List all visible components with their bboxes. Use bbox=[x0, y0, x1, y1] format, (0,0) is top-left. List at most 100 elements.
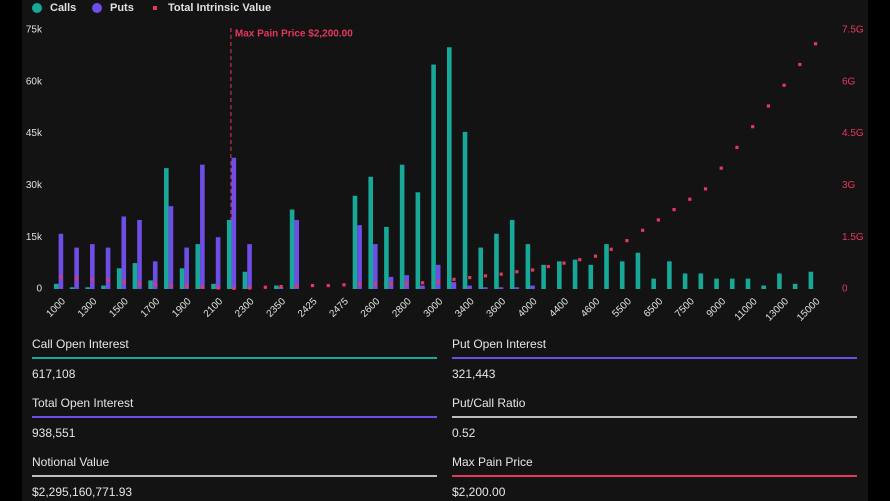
bar bbox=[509, 219, 515, 289]
x-tick-label: 4000 bbox=[516, 296, 540, 320]
y-tick-label: 0 bbox=[36, 284, 42, 295]
legend-label: Puts bbox=[110, 2, 134, 14]
bar bbox=[415, 192, 421, 289]
bar bbox=[58, 233, 64, 289]
stat-label: Total Open Interest bbox=[32, 396, 134, 410]
bar bbox=[231, 157, 237, 289]
x-tick-label: 3000 bbox=[422, 296, 446, 320]
x-tick-label: 11000 bbox=[733, 296, 760, 323]
intrinsic-dot bbox=[279, 284, 283, 289]
bar bbox=[399, 164, 405, 289]
intrinsic-dot bbox=[200, 285, 205, 289]
y-tick-label: 30k bbox=[26, 180, 43, 191]
legend-swatch bbox=[153, 6, 157, 10]
intrinsic-dot bbox=[106, 278, 110, 282]
bar bbox=[435, 264, 441, 289]
bar bbox=[483, 287, 488, 289]
intrinsic-dot bbox=[499, 272, 503, 276]
intrinsic-dot bbox=[342, 283, 346, 287]
intrinsic-dot bbox=[436, 280, 440, 284]
bar bbox=[604, 244, 609, 289]
bar bbox=[116, 268, 122, 289]
bar bbox=[698, 273, 704, 289]
bar bbox=[90, 244, 95, 289]
stat-label: Max Pain Price bbox=[452, 455, 533, 469]
y-tick-label: 15k bbox=[26, 232, 43, 243]
x-tick-label: 4600 bbox=[579, 296, 603, 320]
intrinsic-dot bbox=[169, 283, 173, 288]
stat-value: $2,295,160,771.93 bbox=[32, 485, 133, 499]
x-tick-label: 4400 bbox=[548, 296, 572, 320]
intrinsic-dot bbox=[185, 284, 189, 288]
bar bbox=[572, 259, 578, 289]
bar bbox=[168, 206, 174, 289]
intrinsic-dot bbox=[782, 83, 786, 87]
x-tick-label: 1300 bbox=[76, 296, 100, 320]
y2-tick-label: 4.5G bbox=[842, 128, 864, 139]
bar bbox=[184, 247, 189, 289]
stat: Put/Call Ratio 0.52 bbox=[452, 397, 857, 439]
y-tick-label: 75k bbox=[26, 25, 43, 36]
bar bbox=[714, 278, 719, 289]
stat-underline bbox=[32, 416, 437, 418]
bar bbox=[121, 216, 127, 289]
stat: Put Open Interest 321,443 bbox=[452, 338, 857, 380]
bar bbox=[200, 164, 205, 289]
intrinsic-dot bbox=[593, 254, 598, 258]
x-tick-label: 1700 bbox=[139, 296, 163, 320]
bar bbox=[729, 278, 735, 289]
bar bbox=[289, 209, 295, 289]
x-tick-label: 2300 bbox=[233, 296, 257, 320]
x-tick-label: 3400 bbox=[453, 296, 477, 320]
y2-tick-label: 3G bbox=[842, 180, 856, 191]
intrinsic-dot bbox=[248, 286, 252, 290]
bar bbox=[164, 168, 169, 289]
bar bbox=[777, 273, 782, 289]
bar bbox=[274, 285, 279, 289]
bar bbox=[667, 261, 672, 289]
intrinsic-dot bbox=[703, 187, 708, 191]
stat: Total Open Interest 938,551 bbox=[32, 397, 437, 439]
y2-tick-label: 1.5G bbox=[842, 232, 864, 243]
stat-underline bbox=[32, 357, 437, 359]
bar bbox=[105, 247, 111, 289]
bar bbox=[132, 263, 138, 289]
x-tick-label: 3600 bbox=[485, 296, 509, 320]
bar bbox=[420, 285, 425, 289]
bar bbox=[462, 131, 468, 289]
bar bbox=[619, 261, 625, 289]
bar bbox=[242, 271, 248, 289]
bar bbox=[588, 264, 594, 289]
bar bbox=[635, 252, 641, 289]
legend-swatch bbox=[92, 3, 102, 13]
stat-label: Call Open Interest bbox=[32, 337, 129, 351]
stat-value: $2,200.00 bbox=[452, 485, 506, 499]
bar bbox=[211, 283, 216, 289]
bar bbox=[447, 47, 452, 290]
bar bbox=[431, 64, 436, 290]
x-tick-label: 5500 bbox=[610, 296, 634, 320]
bar bbox=[530, 285, 535, 289]
x-tick-label: 2800 bbox=[390, 296, 414, 320]
intrinsic-dot bbox=[719, 166, 723, 170]
intrinsic-dot bbox=[216, 286, 220, 290]
intrinsic-dot bbox=[751, 125, 755, 129]
intrinsic-dot bbox=[483, 274, 488, 278]
intrinsic-dot bbox=[75, 277, 79, 281]
intrinsic-dot bbox=[766, 104, 770, 108]
x-tick-label: 13000 bbox=[764, 296, 792, 324]
intrinsic-dot bbox=[468, 276, 472, 280]
intrinsic-dot bbox=[641, 228, 645, 232]
intrinsic-dot bbox=[452, 277, 456, 281]
chart: 0 15k 30k 45k 60k 75k 0 1.5G 3G 4.5G 6G 7.5G Calls Pu… bbox=[26, 2, 864, 324]
bar bbox=[152, 261, 158, 289]
intrinsic-dot bbox=[122, 280, 126, 284]
bar bbox=[761, 285, 766, 289]
x-tick-label: 9000 bbox=[705, 296, 729, 320]
intrinsic-dot bbox=[373, 282, 377, 286]
intrinsic-dot bbox=[326, 283, 330, 288]
intrinsic-dot bbox=[515, 270, 519, 274]
intrinsic-dot bbox=[295, 284, 299, 288]
intrinsic-dot bbox=[420, 281, 425, 285]
intrinsic-dot bbox=[656, 218, 660, 222]
